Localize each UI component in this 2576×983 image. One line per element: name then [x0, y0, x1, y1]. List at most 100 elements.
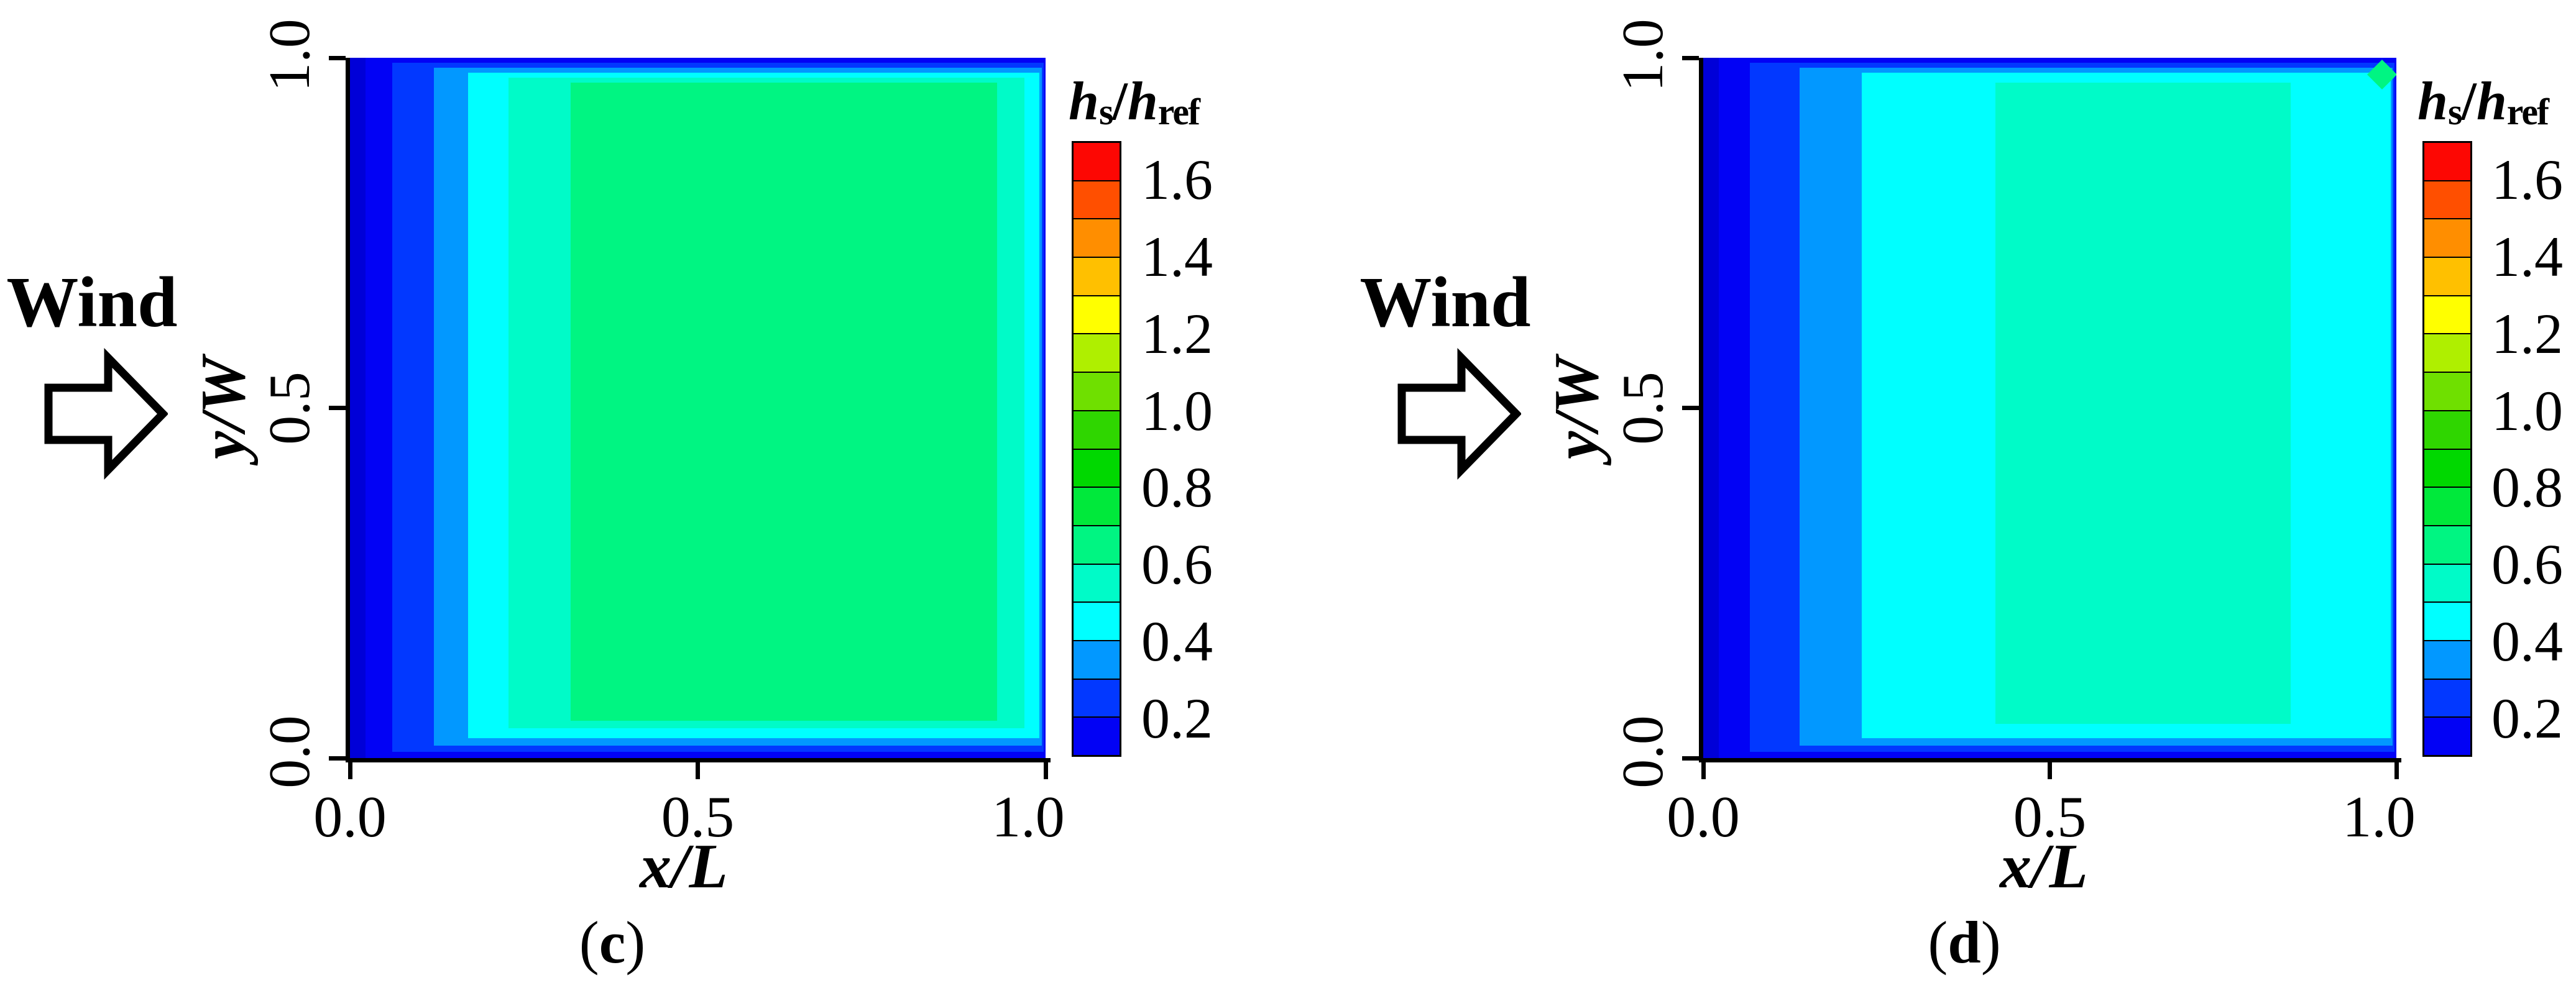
- colorbar-segment: [1074, 639, 1120, 679]
- colorbar-segment: [1074, 372, 1120, 410]
- colorbar-segment: [2424, 639, 2470, 679]
- x-tick: [1043, 762, 1048, 779]
- y-tick-label: 0.0: [1611, 715, 1675, 789]
- x-axis-label: x/L: [640, 831, 728, 902]
- colorbar-title: hs/href: [2417, 75, 2549, 132]
- colorbar-title-slash: /: [1112, 71, 1128, 132]
- x-tick-label: 1.0: [2342, 785, 2416, 849]
- colorbar-tick-label: 0.8: [1141, 455, 1213, 519]
- y-tick-label: 0.5: [257, 371, 322, 445]
- caption-paren-open: (: [1928, 909, 1948, 976]
- y-tick: [329, 756, 346, 761]
- contour-plot-c: [350, 58, 1046, 758]
- contour-band: [434, 68, 1042, 746]
- colorbar-segment: [1074, 678, 1120, 717]
- colorbar-tick-label: 0.2: [2491, 687, 2563, 751]
- x-tick: [1701, 762, 1706, 779]
- colorbar-segment: [2424, 333, 2470, 372]
- colorbar-segment: [2424, 678, 2470, 717]
- colorbar-segment: [2424, 180, 2470, 219]
- x-tick-label: 0.5: [2013, 785, 2087, 849]
- colorbar-tick-label: 0.4: [2491, 610, 2563, 674]
- colorbar-segment: [1074, 257, 1120, 295]
- colorbar-segment: [2424, 716, 2470, 755]
- contour-plot-d: [1703, 58, 2396, 758]
- colorbar-title-h: h: [1069, 71, 1100, 132]
- colorbar-tick-label: 1.6: [1141, 147, 1213, 211]
- colorbar-segment: [1074, 716, 1120, 755]
- colorbar-tick-label: 0.6: [2491, 533, 2563, 597]
- colorbar-tick-label: 1.6: [2491, 147, 2563, 211]
- colorbar-title-sub-s: s: [1099, 91, 1113, 132]
- contour-band: [468, 73, 1039, 738]
- colorbar-tick-label: 1.2: [2491, 301, 2563, 365]
- y-tick-label: 1.0: [1611, 19, 1675, 92]
- contour-band: [1800, 68, 2393, 746]
- x-tick-label: 0.0: [313, 785, 387, 849]
- colorbar-tick-label: 0.8: [2491, 455, 2563, 519]
- contour-band: [571, 83, 997, 721]
- colorbar-segment: [2424, 524, 2470, 564]
- caption-letter: d: [1948, 909, 1981, 976]
- contour-band-below-min: [350, 58, 366, 758]
- wind-arrow-icon: [1397, 348, 1522, 483]
- colorbar-c: [1072, 141, 1121, 757]
- colorbar-tick-label: 1.4: [2491, 224, 2563, 288]
- colorbar-segment: [1074, 218, 1120, 257]
- colorbar-title-sub-s: s: [2448, 91, 2462, 132]
- x-tick-label: 1.0: [991, 785, 1065, 849]
- x-axis-label: x/L: [2000, 831, 2088, 902]
- contour-band-below-min: [1703, 58, 1719, 758]
- x-tick: [696, 762, 700, 779]
- wind-arrow-icon: [44, 348, 169, 483]
- colorbar-tick-label: 0.6: [1141, 533, 1213, 597]
- colorbar-segment: [1074, 180, 1120, 219]
- y-tick: [1682, 406, 1699, 410]
- y-tick: [1682, 756, 1699, 761]
- colorbar-segment: [1074, 563, 1120, 602]
- colorbar-tick-label: 1.0: [2491, 378, 2563, 442]
- colorbar-segment: [2424, 218, 2470, 257]
- y-tick: [1682, 55, 1699, 60]
- colorbar-title-h: h: [2417, 71, 2449, 132]
- caption-paren-close: ): [1980, 909, 2001, 976]
- contour-speck: [2367, 59, 2396, 90]
- colorbar-segment: [1074, 448, 1120, 487]
- wind-label: Wind: [6, 263, 178, 342]
- colorbar-tick-label: 1.2: [1141, 301, 1213, 365]
- colorbar-segment: [2424, 448, 2470, 487]
- panel-caption: (d): [1928, 913, 2000, 972]
- colorbar-title: hs/href: [1069, 75, 1200, 132]
- caption-paren-open: (: [579, 909, 599, 976]
- x-tick: [2048, 762, 2052, 779]
- colorbar-segment: [1074, 487, 1120, 525]
- colorbar-segment: [1074, 601, 1120, 640]
- y-axis-line: [346, 58, 350, 762]
- colorbar-tick-label: 1.4: [1141, 224, 1213, 288]
- contour-band: [1995, 83, 2291, 724]
- colorbar-d: [2422, 141, 2472, 757]
- y-axis-label: y/W: [188, 357, 259, 460]
- contour-band: [1703, 58, 2396, 758]
- y-tick-label: 1.0: [257, 19, 322, 92]
- y-tick-label: 0.5: [1611, 371, 1675, 445]
- y-tick-label: 0.0: [257, 715, 322, 789]
- contour-band: [1750, 63, 2394, 752]
- contour-band: [350, 58, 1046, 758]
- colorbar-segment: [2424, 372, 2470, 410]
- caption-paren-close: ): [625, 909, 646, 976]
- y-axis-line: [1699, 58, 1703, 762]
- colorbar-title-h2: h: [2476, 71, 2507, 132]
- caption-letter: c: [599, 909, 626, 976]
- wind-label: Wind: [1359, 263, 1531, 342]
- colorbar-title-sub-ref: ref: [1157, 91, 1200, 132]
- x-tick: [347, 762, 352, 779]
- y-axis-label: y/W: [1542, 357, 1612, 460]
- x-axis-line: [1699, 758, 2401, 762]
- y-tick: [329, 406, 346, 410]
- contour-band: [392, 63, 1044, 752]
- contour-band: [1862, 73, 2391, 738]
- colorbar-segment: [2424, 487, 2470, 525]
- colorbar-tick-label: 0.4: [1141, 610, 1213, 674]
